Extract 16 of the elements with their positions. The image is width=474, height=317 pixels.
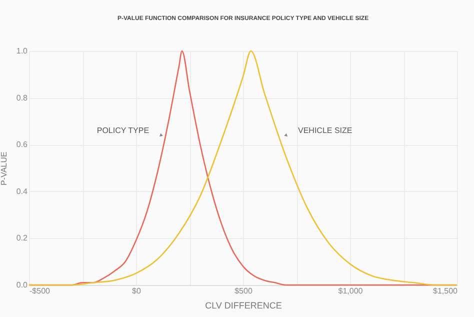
annotation: VEHICLE SIZE (298, 126, 352, 136)
y-tick-label: 0.6 (16, 140, 28, 150)
y-tick-label: 0.0 (16, 280, 28, 290)
y-tick-label: 0.8 (16, 93, 28, 102)
x-tick-label: $1,000 (338, 286, 364, 296)
x-tick-label: $0 (132, 286, 142, 296)
x-axis-title: CLV DIFFERENCE (205, 300, 282, 310)
x-tick-label: $500 (234, 286, 253, 296)
line-series (28, 50, 458, 286)
y-tick-label: 0.2 (16, 234, 28, 243)
y-axis-title: P-VALUE (0, 152, 8, 186)
y-tick-label: 1.0 (16, 46, 28, 56)
x-tick-label: -$500 (30, 286, 51, 296)
x-tick-label: $1,500 (433, 286, 458, 296)
annotation: POLICY TYPE (96, 126, 150, 136)
y-tick-label: 0.4 (16, 186, 28, 196)
